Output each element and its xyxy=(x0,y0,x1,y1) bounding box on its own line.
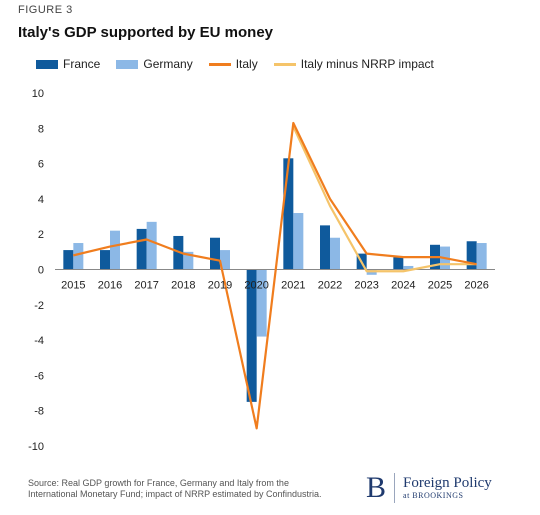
x-tick-label-2016: 2016 xyxy=(98,280,122,292)
bar-germany-2019 xyxy=(220,250,230,270)
bar-france-2021 xyxy=(283,158,294,270)
y-tick-label-neg4: -4 xyxy=(34,335,44,347)
bar-germany-2017 xyxy=(146,221,157,270)
legend-item-italy: Italy xyxy=(208,57,258,71)
legend-swatch-germany xyxy=(116,59,139,69)
logo-mark: B xyxy=(366,473,396,503)
line-italy xyxy=(73,121,477,430)
y-tick-label-8: 8 xyxy=(38,123,44,135)
bar-france-2019 xyxy=(210,237,220,270)
bar-france-2020 xyxy=(246,269,257,402)
legend-swatch-italy xyxy=(208,62,231,66)
legend-label-italy-minus-nrrp: Italy minus NRRP impact xyxy=(300,57,434,71)
bar-france-2026 xyxy=(466,241,477,270)
bar-germany-2018 xyxy=(183,251,194,270)
x-tick-label-2024: 2024 xyxy=(391,280,415,292)
y-tick-label-6: 6 xyxy=(38,159,44,171)
bar-germany-2022 xyxy=(330,237,340,270)
bar-germany-2020 xyxy=(256,269,267,337)
legend-swatch-italy-minus-nrrp xyxy=(273,62,296,66)
x-tick-label-2017: 2017 xyxy=(134,280,158,292)
y-tick-label-4: 4 xyxy=(38,194,44,206)
bar-france-2022 xyxy=(320,225,330,270)
legend-item-france: France xyxy=(36,57,100,71)
line-group xyxy=(73,121,477,430)
y-tick-label-10: 10 xyxy=(32,88,44,100)
x-tick-label-2020: 2020 xyxy=(244,280,268,292)
y-tick-label-neg8: -8 xyxy=(34,406,44,418)
figure-label: FIGURE 3 xyxy=(18,4,73,16)
x-tick-label-2018: 2018 xyxy=(171,280,195,292)
bar-france-2017 xyxy=(136,228,147,270)
y-tick-label-neg2: -2 xyxy=(34,300,44,312)
logo-name: Foreign Policy xyxy=(403,475,492,491)
bar-germany-2016 xyxy=(110,230,120,270)
brookings-logo: B Foreign Policy at BROOKINGS xyxy=(366,473,492,503)
x-tick-label-2026: 2026 xyxy=(464,280,488,292)
y-tick-label-2: 2 xyxy=(38,229,44,241)
legend-label-france: France xyxy=(63,57,101,71)
legend-swatch-france xyxy=(36,59,58,69)
bar-germany-2026 xyxy=(476,243,487,270)
source-note: Source: Real GDP growth for France, Germ… xyxy=(28,478,322,499)
bar-france-2016 xyxy=(100,250,110,270)
y-tick-label-0: 0 xyxy=(38,265,44,277)
x-tick-label-2015: 2015 xyxy=(61,280,85,292)
line-italy-minus-nrrp-impact xyxy=(292,126,477,273)
legend-item-italy-minus-nrrp: Italy minus NRRP impact xyxy=(273,57,434,71)
y-tick-label-neg6: -6 xyxy=(34,370,44,382)
bar-germany-2021 xyxy=(293,213,304,270)
x-tick-label-2022: 2022 xyxy=(318,280,342,292)
x-tick-label-2023: 2023 xyxy=(354,280,378,292)
legend-item-germany: Germany xyxy=(116,57,193,71)
y-tick-label-neg10: -10 xyxy=(28,441,44,453)
x-tick-label-2019: 2019 xyxy=(208,280,232,292)
legend-label-germany: Germany xyxy=(143,57,193,71)
bar-germany-2024 xyxy=(403,265,414,270)
x-tick-labels: 2015 2016 2017 2018 2019 2020 2021 2022 2023 2024… xyxy=(61,280,489,292)
bar-germany-2015 xyxy=(73,243,84,270)
logo-text: Foreign Policy at BROOKINGS xyxy=(403,475,492,501)
chart-title: Italy's GDP supported by EU money xyxy=(18,24,274,41)
y-tick-labels: 10 8 6 4 2 0 -2 -4 -6 -8 -10 xyxy=(28,88,44,453)
legend-label-italy: Italy xyxy=(235,57,258,71)
bar-france-2015 xyxy=(63,250,74,270)
x-tick-label-2025: 2025 xyxy=(428,280,452,292)
logo-sub: at BROOKINGS xyxy=(403,491,464,500)
x-tick-label-2021: 2021 xyxy=(281,280,305,292)
bar-france-2024 xyxy=(393,257,404,270)
chart-legend: France Germany Italy Italy minus NRRP im… xyxy=(36,57,450,71)
